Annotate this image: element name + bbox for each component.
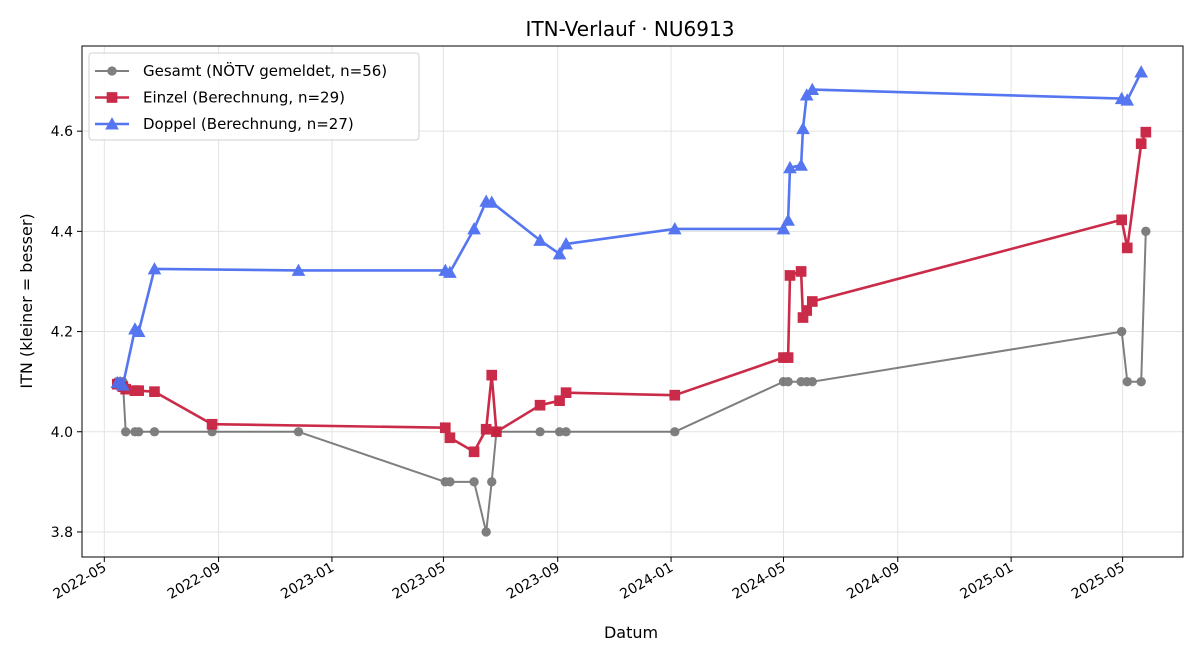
data-point — [147, 262, 162, 275]
y-tick-label: 4.0 — [51, 425, 73, 441]
data-point — [1116, 326, 1127, 337]
data-point — [484, 195, 499, 208]
series-square — [111, 126, 1152, 458]
data-point — [1120, 93, 1135, 106]
data-point — [781, 213, 795, 226]
legend-marker — [107, 66, 117, 76]
x-tick-label: 2025-01 — [957, 560, 1016, 603]
data-point — [439, 422, 451, 434]
x-tick-label: 2024-09 — [844, 560, 903, 603]
data-point — [554, 427, 565, 437]
data-point — [120, 427, 131, 437]
x-tick-label: 2023-09 — [504, 560, 563, 603]
data-point — [487, 477, 497, 487]
data-point — [486, 369, 498, 381]
data-point — [783, 376, 793, 387]
chart-legend: Gesamt (NÖTV gemeldet, n=56) Einzel (Bere… — [88, 52, 420, 141]
legend-marker — [106, 92, 118, 103]
data-point — [560, 387, 572, 399]
data-point — [1141, 226, 1151, 237]
y-tick-label: 4.2 — [51, 325, 73, 341]
x-tick-label: 2025-05 — [1069, 560, 1128, 603]
y-tick-label: 4.6 — [51, 124, 73, 140]
x-tick-label: 2022-09 — [165, 560, 224, 603]
series-line — [116, 131, 1148, 454]
y-tick-label: 4.4 — [51, 224, 73, 240]
data-point — [1140, 126, 1152, 138]
legend-entry — [95, 92, 129, 103]
data-point — [670, 427, 680, 437]
legend-label: Doppel (Berechnung, n=27) — [143, 115, 354, 133]
legend-entry — [95, 66, 129, 76]
data-point — [795, 266, 807, 277]
data-point — [481, 527, 491, 537]
data-point — [293, 427, 304, 437]
data-point — [794, 158, 808, 171]
data-point — [801, 305, 813, 316]
y-axis-label: ITN (kleiner = besser) — [17, 213, 36, 388]
y-tick-label: 3.8 — [51, 525, 73, 541]
data-point — [783, 160, 797, 174]
legend-marker — [105, 117, 119, 130]
data-point — [1122, 376, 1132, 387]
data-point — [469, 477, 479, 487]
data-point — [807, 376, 817, 387]
data-point — [805, 82, 820, 96]
data-point — [554, 395, 565, 407]
data-point — [1135, 138, 1147, 150]
data-point — [534, 399, 546, 411]
data-point — [1136, 376, 1146, 387]
data-point — [559, 237, 573, 250]
data-point — [776, 222, 791, 235]
data-point — [149, 386, 160, 398]
data-point — [1116, 214, 1128, 226]
data-point — [806, 296, 818, 307]
data-point — [468, 446, 480, 458]
series-triangle — [110, 65, 1149, 391]
legend-label: Gesamt (NÖTV gemeldet, n=56) — [143, 61, 387, 80]
x-tick-label: 2023-05 — [390, 560, 449, 603]
data-point — [491, 426, 502, 438]
data-point — [1134, 65, 1149, 78]
legend-entry — [95, 117, 129, 130]
data-point — [467, 222, 481, 235]
series-line — [117, 231, 1147, 533]
chart-axes: 2022-05 2022-09 2023-01 2023-05 2023-09 2024-… — [51, 124, 1128, 603]
data-point — [796, 121, 810, 135]
chart-title: ITN-Verlauf · NU6913 — [526, 17, 735, 41]
x-axis-label: Datum — [604, 623, 658, 642]
data-point — [552, 247, 567, 260]
data-point — [116, 378, 130, 391]
x-tick-label: 2024-05 — [730, 560, 789, 603]
data-point — [445, 477, 455, 487]
data-point — [133, 385, 145, 397]
x-tick-label: 2024-01 — [617, 560, 676, 603]
data-point — [669, 389, 681, 401]
data-point — [291, 263, 306, 276]
x-tick-label: 2023-01 — [278, 560, 337, 603]
legend-box — [88, 52, 420, 141]
data-point — [667, 222, 682, 235]
data-point — [443, 265, 457, 278]
x-tick-label: 2022-05 — [51, 560, 110, 603]
data-point — [444, 432, 456, 444]
series-line — [117, 71, 1143, 387]
data-point — [131, 324, 146, 338]
chart-series — [110, 65, 1152, 537]
data-point — [561, 427, 571, 437]
data-point — [784, 270, 796, 281]
data-point — [133, 427, 144, 437]
data-point — [480, 423, 492, 435]
plot-frame — [81, 45, 1184, 558]
data-point — [782, 352, 794, 363]
data-point — [149, 427, 160, 437]
data-point — [797, 312, 809, 323]
legend-label: Einzel (Berechnung, n=29) — [143, 89, 345, 107]
data-point — [206, 418, 218, 430]
series-circle — [112, 226, 1151, 537]
data-point — [533, 233, 547, 246]
data-point — [1121, 242, 1133, 254]
data-point — [535, 427, 545, 437]
